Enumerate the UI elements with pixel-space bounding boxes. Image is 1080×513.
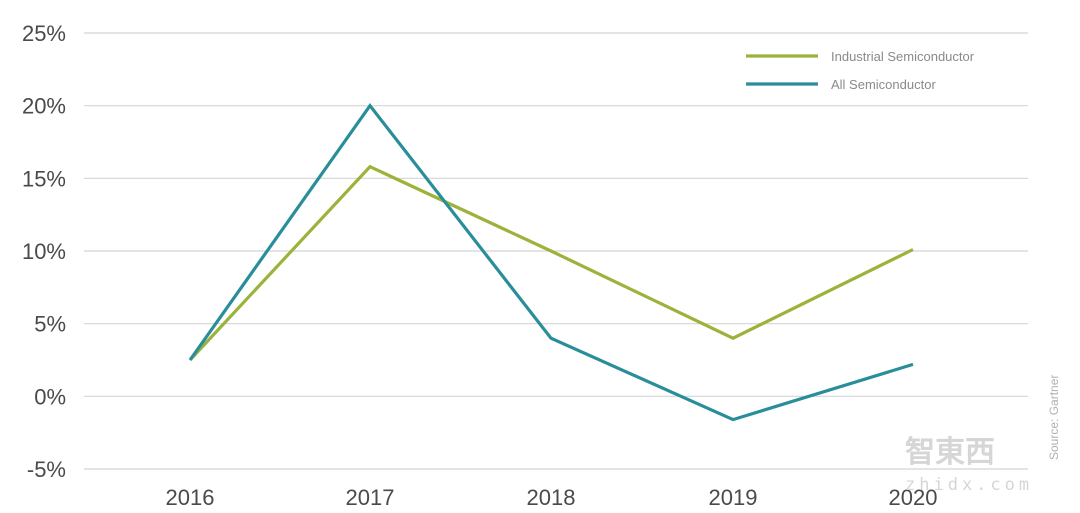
y-tick-label: 25% <box>22 21 66 46</box>
x-tick-label: 2019 <box>709 485 758 510</box>
y-tick-label: 15% <box>22 166 66 191</box>
y-axis-ticks: 25% 20% 15% 10% 5% 0% -5% <box>22 21 66 482</box>
x-tick-label: 2016 <box>166 485 215 510</box>
x-axis-ticks: 2016 2017 2018 2019 2020 <box>166 485 938 510</box>
y-tick-label: 20% <box>22 94 66 119</box>
legend-label: Industrial Semiconductor <box>831 49 975 64</box>
source-note: Source: Gartner <box>1047 375 1061 460</box>
y-tick-label: -5% <box>27 457 66 482</box>
gridlines <box>84 32 1028 470</box>
legend: Industrial Semiconductor All Semiconducto… <box>746 49 975 92</box>
x-tick-label: 2018 <box>527 485 576 510</box>
series-line-industrial-semiconductor <box>188 164 914 362</box>
y-tick-label: 0% <box>34 384 66 409</box>
x-tick-label: 2020 <box>889 485 938 510</box>
y-tick-label: 5% <box>34 312 66 337</box>
legend-label: All Semiconductor <box>831 77 936 92</box>
series-lines <box>188 103 914 422</box>
watermark-logo: 智東西 zhidx.com <box>905 435 1033 495</box>
watermark-subtext: zhidx.com <box>905 475 1033 495</box>
x-tick-label: 2017 <box>346 485 395 510</box>
series-line-all-semiconductor <box>188 103 914 422</box>
watermark-text: 智東西 <box>905 435 995 470</box>
y-tick-label: 10% <box>22 239 66 264</box>
